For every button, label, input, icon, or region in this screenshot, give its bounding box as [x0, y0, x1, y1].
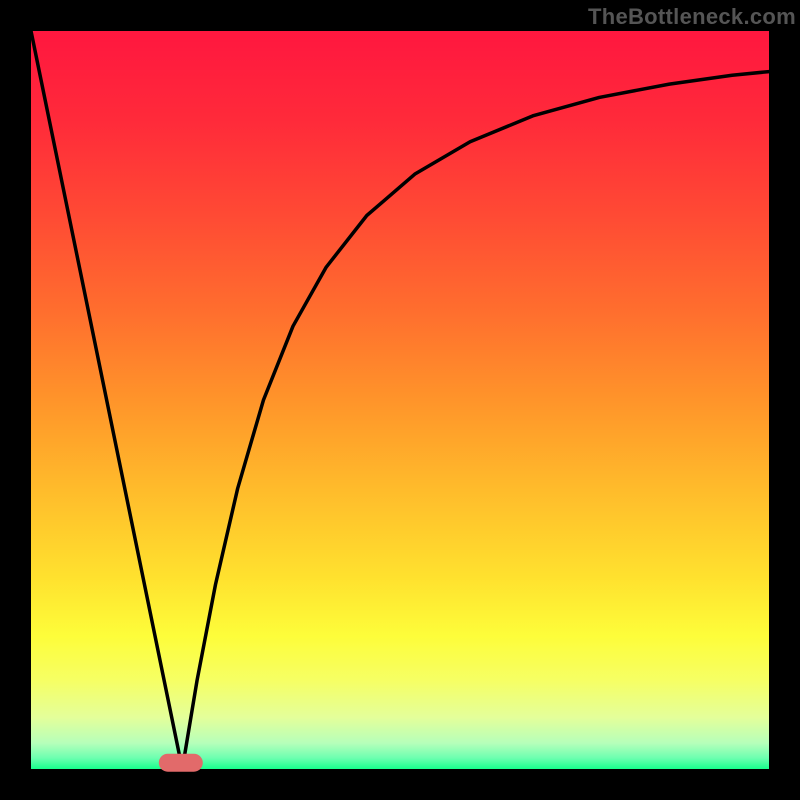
chart-svg — [0, 0, 800, 800]
watermark-text: TheBottleneck.com — [588, 4, 796, 30]
plot-background — [31, 31, 769, 769]
optimal-point-marker — [159, 754, 203, 772]
bottleneck-chart: TheBottleneck.com — [0, 0, 800, 800]
